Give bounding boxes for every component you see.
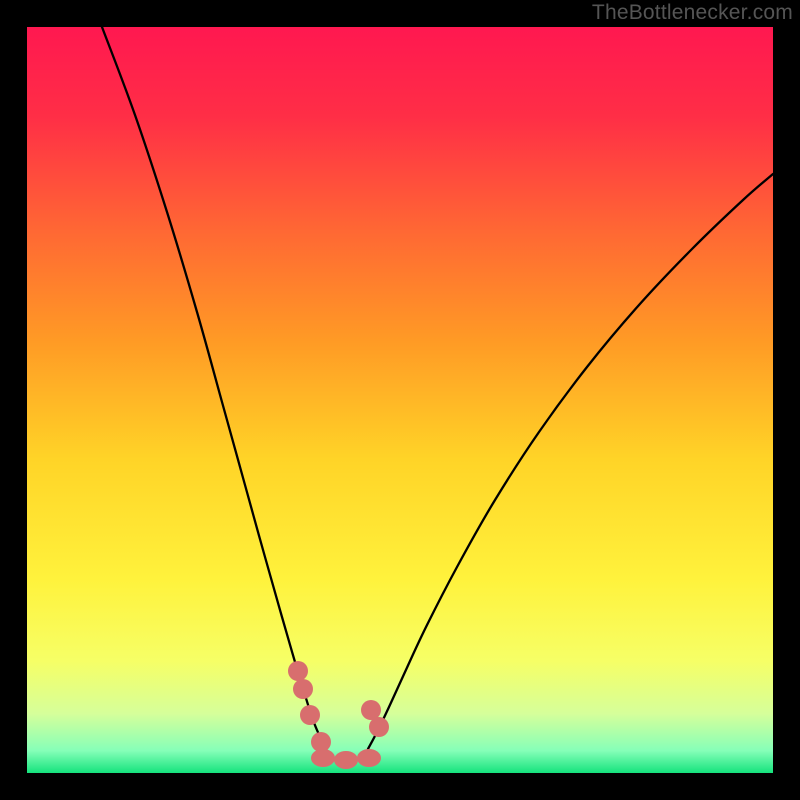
marker-dot	[288, 661, 308, 681]
bottleneck-curve-right	[368, 174, 773, 749]
chart-svg	[27, 27, 773, 773]
stage: TheBottlenecker.com	[0, 0, 800, 800]
marker-dot	[311, 732, 331, 752]
marker-dot	[369, 717, 389, 737]
marker-dot	[361, 700, 381, 720]
marker-dot	[293, 679, 313, 699]
marker-floor	[334, 751, 358, 769]
marker-floor	[357, 749, 381, 767]
marker-dot	[300, 705, 320, 725]
marker-floor	[311, 749, 335, 767]
plot-area	[27, 27, 773, 773]
watermark-text: TheBottlenecker.com	[592, 0, 793, 26]
bottleneck-curve-left	[102, 27, 325, 749]
